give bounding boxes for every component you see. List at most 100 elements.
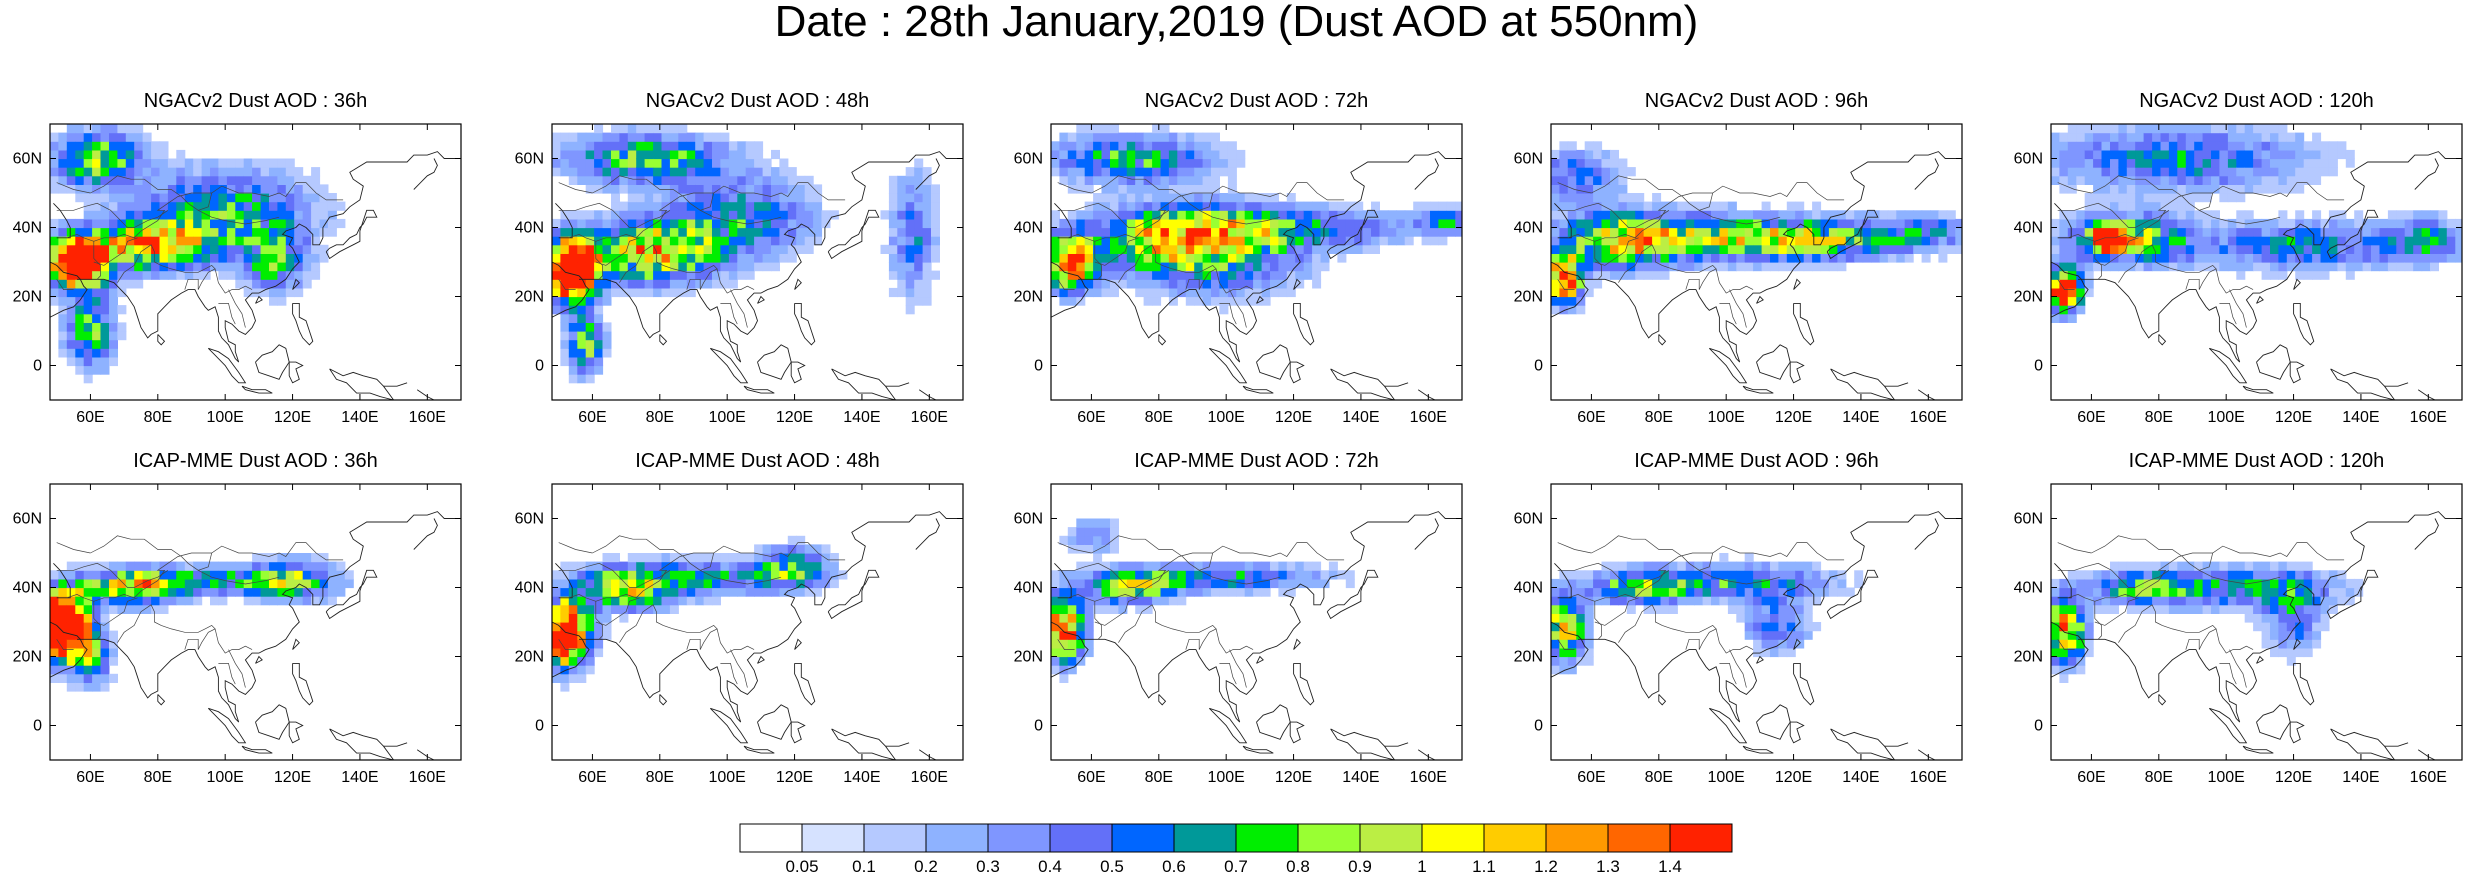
y-tick-label: 0 (535, 718, 544, 735)
aod-cell (1160, 287, 1170, 298)
aod-cell (193, 244, 203, 254)
aod-cell (2270, 647, 2279, 658)
aod-cell (2404, 236, 2414, 246)
aod-cell (2244, 604, 2254, 614)
aod-cell (1559, 596, 1569, 606)
aod-cell (2261, 622, 2271, 632)
aod-cell (914, 201, 924, 211)
aod-cell (813, 193, 823, 203)
aod-cell (2379, 227, 2389, 237)
aod-cell (627, 587, 637, 597)
aod-cell (1270, 236, 1279, 246)
aod-cell (2110, 578, 2119, 589)
aod-cell (1152, 587, 1162, 597)
aod-cell (277, 236, 287, 246)
aod-cell (1312, 262, 1322, 272)
aod-cell (728, 218, 738, 229)
aod-cell (2295, 141, 2305, 151)
aod-cell (58, 339, 68, 349)
aod-cell (2236, 270, 2246, 280)
aod-cell (1576, 175, 1586, 185)
aod-cell (2278, 561, 2288, 571)
aod-cell (2084, 253, 2094, 263)
aod-cell (2278, 124, 2288, 134)
coastline (2158, 694, 2167, 706)
aod-cell (2076, 236, 2086, 246)
aod-cell (83, 322, 93, 332)
aod-cell (905, 167, 915, 177)
aod-cell (577, 639, 587, 649)
aod-cell (1761, 210, 1771, 220)
aod-cell (2295, 596, 2305, 606)
aod-cell (1328, 570, 1338, 580)
aod-cell (1067, 587, 1077, 597)
aod-cell (2202, 587, 2212, 597)
aod-cell (1227, 244, 1237, 254)
aod-cell (1337, 244, 1347, 254)
aod-cell (2076, 270, 2086, 280)
aod-cell (1303, 270, 1313, 280)
aod-cell (1202, 262, 1212, 272)
aod-cell (2328, 158, 2338, 168)
aod-cell (193, 587, 203, 597)
aod-cell (796, 184, 806, 194)
aod-cell (1152, 149, 1162, 160)
aod-cell (2059, 287, 2069, 298)
aod-cell (75, 622, 85, 632)
aod-cell (2354, 210, 2364, 220)
aod-cell (125, 193, 135, 203)
aod-cell (914, 193, 924, 203)
aod-cell (2051, 218, 2060, 229)
aod-cell (243, 253, 253, 263)
aod-cell (1236, 262, 1246, 272)
border-line (2199, 209, 2281, 225)
aod-cell (1101, 578, 1111, 589)
aod-cell (2202, 175, 2212, 185)
aod-cell (2379, 236, 2389, 246)
coastline (2242, 745, 2274, 754)
aod-cell (594, 613, 604, 623)
aod-cell (1236, 227, 1246, 237)
x-tick-label: 120E (2275, 409, 2312, 426)
aod-cell (636, 262, 646, 272)
aod-cell (1719, 236, 1729, 246)
aod-cell (2143, 578, 2153, 589)
aod-cell (905, 262, 915, 272)
aod-cell (2286, 236, 2296, 246)
aod-cell (2076, 210, 2086, 220)
border-line (1682, 192, 1714, 211)
aod-cell (2270, 570, 2279, 580)
aod-cell (1685, 587, 1695, 597)
aod-cell (2101, 244, 2111, 254)
aod-cell (1601, 201, 1611, 211)
aod-cell (1345, 227, 1355, 237)
aod-cell (560, 149, 570, 160)
aod-cell (2270, 149, 2279, 160)
aod-cell (125, 253, 135, 263)
aod-cell (134, 175, 144, 185)
aod-cell (1567, 236, 1577, 246)
aod-cell (594, 322, 604, 332)
aod-cell (2286, 630, 2296, 640)
aod-cell (243, 279, 253, 289)
aod-cell (142, 604, 152, 614)
aod-cell (1059, 622, 1069, 632)
coastline (1742, 745, 1774, 754)
border-line (730, 649, 748, 688)
aod-cell (1110, 518, 1119, 528)
aod-cell (210, 210, 219, 220)
coastline (1158, 334, 1167, 346)
aod-cell (653, 587, 663, 597)
aod-cell (1904, 236, 1914, 246)
coastline (329, 368, 395, 400)
aod-cell (75, 331, 85, 341)
aod-cell (1795, 630, 1805, 640)
aod-cell (585, 587, 595, 597)
aod-cell (1185, 201, 1195, 211)
aod-cell (1261, 287, 1271, 298)
aod-cell (560, 253, 570, 263)
aod-cell (1227, 193, 1237, 203)
aod-cell (134, 124, 144, 134)
aod-cell (737, 253, 747, 263)
aod-cell (2084, 578, 2094, 589)
